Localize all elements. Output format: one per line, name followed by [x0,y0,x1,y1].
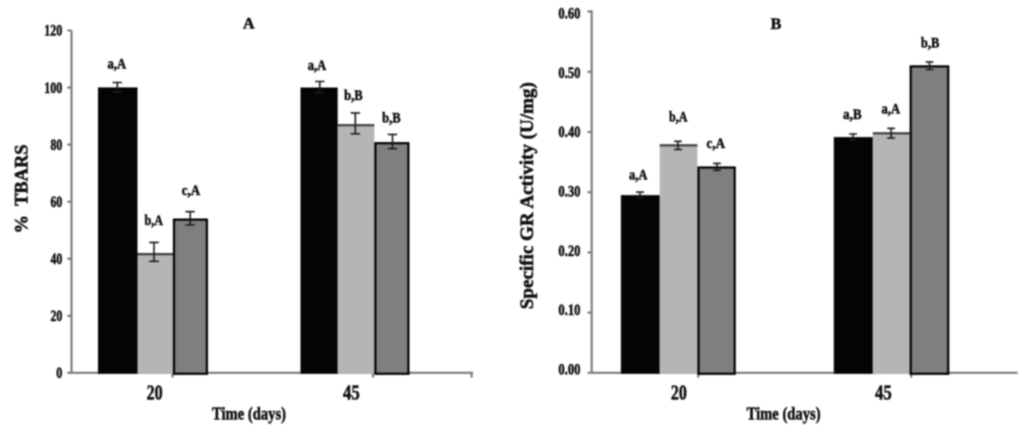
svg-text:c,A: c,A [707,136,726,152]
svg-text:80: 80 [51,137,63,154]
svg-text:40: 40 [51,251,63,268]
svg-text:% TBARS: % TBARS [11,145,32,234]
svg-text:60: 60 [51,194,63,211]
svg-text:a,A: a,A [882,101,901,117]
svg-text:0.20: 0.20 [558,243,580,260]
svg-text:Time (days): Time (days) [212,404,286,425]
svg-text:B: B [771,16,782,33]
svg-text:45: 45 [875,381,892,405]
svg-text:b,B: b,B [382,110,401,126]
svg-text:100: 100 [44,80,62,97]
svg-text:Time (days): Time (days) [747,404,821,425]
svg-text:a,A: a,A [629,167,648,183]
svg-text:0.40: 0.40 [558,124,580,141]
svg-text:0.50: 0.50 [558,65,580,82]
svg-text:0.10: 0.10 [558,302,580,319]
svg-text:20: 20 [51,308,63,325]
svg-text:0: 0 [56,365,62,382]
svg-text:0.30: 0.30 [558,184,580,201]
svg-text:a,A: a,A [108,56,127,72]
svg-text:120: 120 [44,23,62,40]
svg-text:20: 20 [147,381,163,405]
svg-text:b,B: b,B [921,35,940,51]
svg-text:a,A: a,A [308,58,327,74]
svg-text:b,A: b,A [669,110,688,126]
svg-text:Specific GR Activity (U/mg): Specific GR Activity (U/mg) [517,82,538,309]
svg-text:20: 20 [671,381,687,405]
svg-text:c,A: c,A [182,183,201,199]
svg-text:b,A: b,A [145,213,164,229]
svg-text:0.60: 0.60 [558,6,580,23]
svg-text:45: 45 [343,381,360,405]
svg-text:a,B: a,B [843,107,862,123]
svg-text:0.00: 0.00 [558,361,580,378]
svg-text:b,B: b,B [344,88,363,104]
svg-text:A: A [243,15,255,32]
